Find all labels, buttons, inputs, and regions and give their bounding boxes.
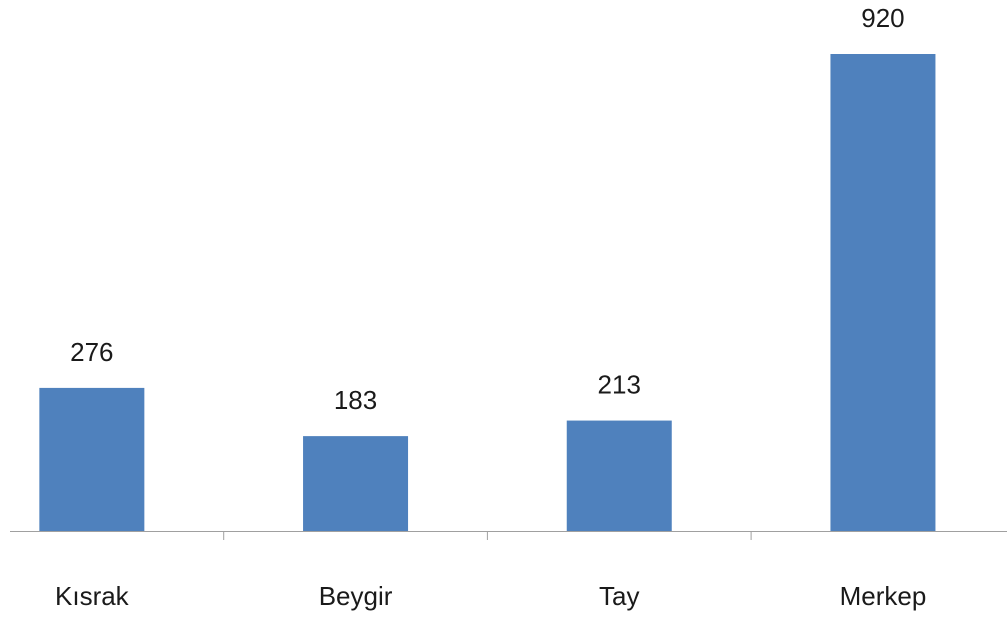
bar <box>830 54 936 531</box>
data-label: 213 <box>598 369 641 399</box>
x-tick-label: Kısrak <box>55 581 130 611</box>
x-tick-label: Beygir <box>319 581 393 611</box>
bar <box>566 420 672 531</box>
x-tick-label: Tay <box>599 581 639 611</box>
bar <box>39 387 145 531</box>
data-label: 276 <box>70 337 113 367</box>
bar <box>303 436 409 531</box>
x-tick-label: Merkep <box>840 581 927 611</box>
data-label: 920 <box>861 3 904 33</box>
data-label: 183 <box>334 385 377 415</box>
